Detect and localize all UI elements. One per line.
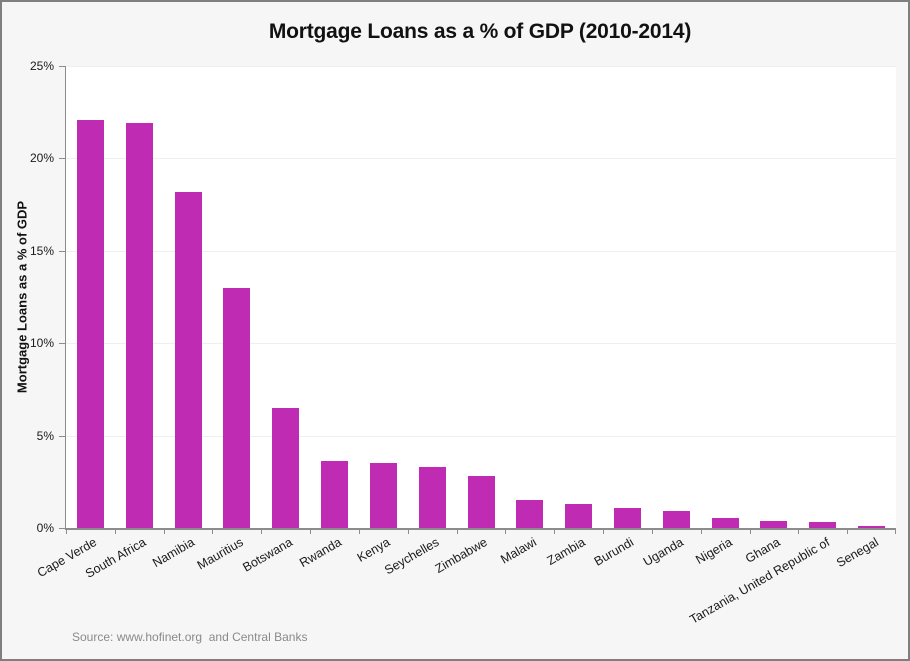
y-tick-label: 0% — [36, 521, 54, 535]
bar-ghana — [760, 520, 788, 528]
x-axis-tick — [163, 528, 165, 534]
x-category-label: Nigeria — [692, 535, 735, 567]
bar-malawi — [516, 500, 544, 528]
bar-zimbabwe — [467, 476, 495, 528]
x-axis-tick — [212, 528, 214, 534]
x-axis-tick — [798, 528, 800, 534]
plot-area — [59, 66, 896, 534]
bar-cape-verde — [76, 119, 104, 528]
y-tick-label: 5% — [36, 428, 54, 443]
bar-senegal — [858, 526, 886, 528]
bar-uganda — [662, 511, 690, 528]
x-axis-tick — [700, 528, 702, 534]
x-axis-tick — [847, 528, 849, 534]
x-category-label: Rwanda — [296, 535, 344, 571]
y-axis-tick — [59, 343, 66, 345]
bar-tanzania-united-republic-of — [809, 521, 837, 528]
x-category-label: Senegal — [833, 535, 881, 571]
x-category-label: Seychelles — [381, 535, 442, 578]
x-category-label: Malawi — [498, 535, 539, 567]
bar-botswana — [272, 407, 300, 528]
gridline — [66, 435, 896, 437]
x-category-label: Uganda — [640, 535, 686, 570]
y-tick-label: 15% — [29, 243, 54, 258]
bar-south-africa — [125, 123, 153, 528]
y-axis-title: Mortgage Loans as a % of GDP — [14, 200, 30, 394]
x-axis-tick — [554, 528, 556, 534]
bar-rwanda — [321, 461, 349, 528]
y-axis-tick — [59, 435, 66, 437]
gridline — [66, 66, 896, 67]
x-category-label: Burundi — [592, 535, 637, 569]
x-category-label: Mauritius — [194, 535, 246, 573]
y-tick-label: 25% — [29, 59, 54, 73]
y-tick-label: 20% — [29, 151, 54, 166]
x-axis-tick — [358, 528, 360, 534]
gridline — [66, 250, 896, 252]
bar-nigeria — [711, 517, 739, 528]
y-axis-tick — [59, 66, 66, 67]
x-axis-tick — [895, 528, 896, 534]
x-axis-tick — [456, 528, 458, 534]
x-axis-tick — [651, 528, 653, 534]
x-category-label: Zimbabwe — [433, 535, 490, 576]
x-axis-tick — [114, 528, 116, 534]
bar-zambia — [565, 503, 593, 528]
x-axis-tick — [505, 528, 507, 534]
x-axis-tick — [603, 528, 605, 534]
gridline — [66, 158, 896, 160]
y-axis-tick — [59, 158, 66, 160]
bar-kenya — [369, 463, 397, 528]
y-tick-label: 10% — [29, 336, 54, 351]
gridline — [66, 343, 896, 345]
x-category-label: Zambia — [544, 535, 588, 568]
x-axis-tick — [66, 528, 67, 534]
chart-title: Mortgage Loans as a % of GDP (2010-2014) — [268, 20, 692, 43]
x-category-label: Kenya — [354, 535, 393, 565]
bar-seychelles — [418, 467, 446, 528]
source-note: Source: www.hofinet.org and Central Bank… — [72, 630, 308, 644]
x-axis-tick — [261, 528, 263, 534]
x-category-label: Botswana — [240, 535, 295, 575]
bar-namibia — [174, 191, 202, 528]
bar-mauritius — [223, 287, 251, 528]
y-axis-tick — [59, 250, 66, 252]
bar-burundi — [613, 507, 641, 528]
x-category-label: Namibia — [150, 535, 198, 571]
x-axis-tick — [310, 528, 312, 534]
x-axis-tick — [749, 528, 751, 534]
y-axis-tick — [59, 528, 66, 529]
x-axis-tick — [407, 528, 409, 534]
